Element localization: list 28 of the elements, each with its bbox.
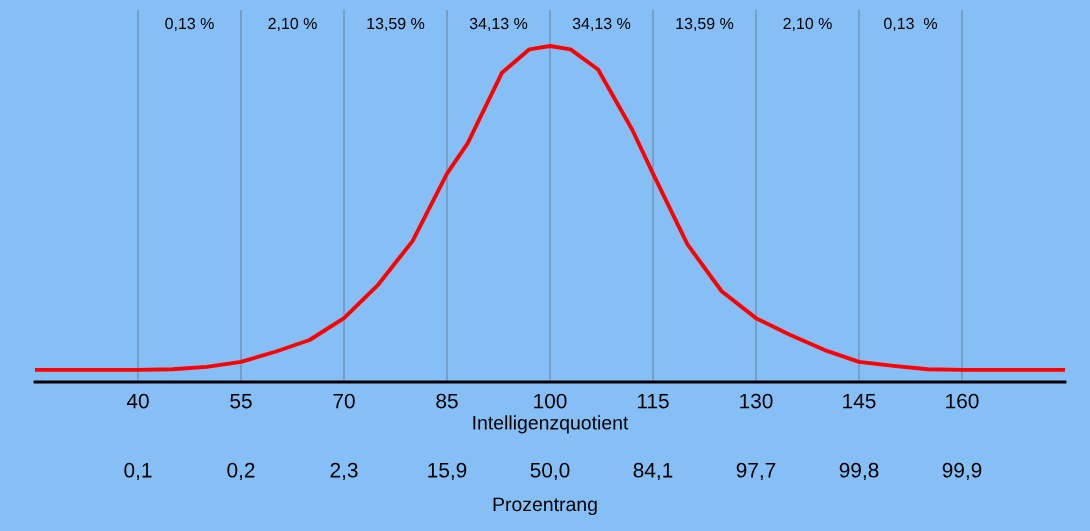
text: 0,13 % (884, 17, 938, 32)
text: 13,59 % (676, 17, 734, 32)
x-tick-label: 85 (436, 393, 458, 409)
text: 97,7 (736, 462, 776, 481)
text: 34,13 % (469, 17, 528, 32)
text: 2,3 (330, 462, 358, 481)
x-tick-label: 130 (740, 393, 773, 409)
text: 50,0 (530, 462, 570, 481)
text: 13,59 % (367, 17, 425, 32)
x-tick-label: 145 (843, 393, 876, 409)
x-tick-label: 160 (946, 393, 979, 409)
text: 0,13 % (165, 17, 214, 32)
x-tick-label: 115 (637, 393, 669, 409)
text: 84,1 (633, 462, 673, 481)
text: 2,10 % (268, 17, 317, 32)
text: Prozentrang (493, 497, 597, 516)
text: 15,9 (428, 462, 467, 481)
x-tick-label: 40 (126, 393, 149, 409)
text: 0,1 (124, 462, 152, 481)
text: 34,13 % (572, 17, 631, 32)
text: 99,8 (839, 462, 879, 481)
x-tick-label: 100 (534, 393, 567, 409)
text: 99,9 (942, 462, 982, 481)
text: 0,2 (227, 462, 255, 481)
x-axis-title: Intelligenzquotient (473, 415, 629, 434)
x-tick-label: 70 (333, 393, 355, 409)
text: 2,10 % (783, 17, 832, 32)
x-tick-label: 55 (230, 393, 252, 409)
